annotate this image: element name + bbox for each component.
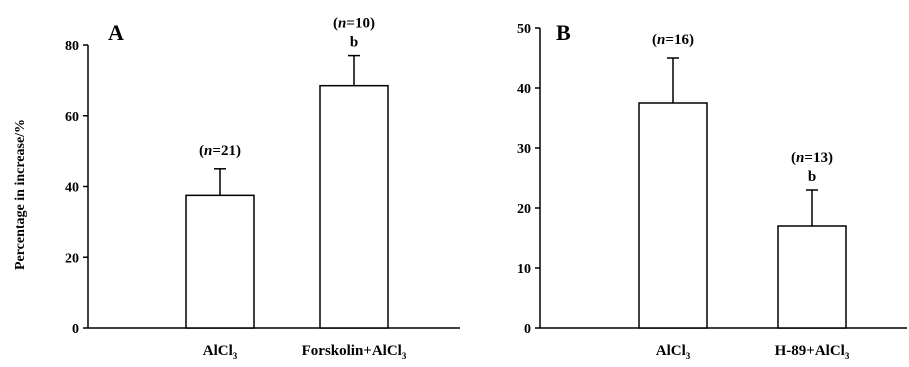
y-tick-label: 80 bbox=[65, 39, 79, 54]
panel-label: A bbox=[108, 20, 124, 45]
y-tick-label: 20 bbox=[65, 251, 79, 266]
significance-mark: b bbox=[350, 35, 358, 51]
y-tick-label: 30 bbox=[517, 142, 531, 157]
y-tick-label: 20 bbox=[517, 202, 531, 217]
x-category-label: Forskolin+AlCl3 bbox=[302, 343, 407, 361]
sample-size-label: (n=16) bbox=[652, 32, 694, 48]
y-axis-label: Percentage in increase/% bbox=[13, 119, 28, 270]
x-category-label: AlCl3 bbox=[203, 343, 238, 361]
bar bbox=[185, 194, 255, 329]
x-category-label: H-89+AlCl3 bbox=[775, 343, 850, 361]
y-tick-label: 40 bbox=[517, 82, 531, 97]
chart-panel-a: 0 20 40 60 80 A Percentage in increase/% (n=21)… bbox=[13, 16, 460, 361]
y-tick-label: 50 bbox=[517, 22, 531, 37]
bar bbox=[638, 102, 708, 329]
sample-size-label: (n=10) bbox=[333, 16, 375, 32]
y-tick-label: 10 bbox=[517, 262, 531, 277]
panel-label: B bbox=[556, 20, 571, 45]
sample-size-label: (n=13) bbox=[791, 150, 833, 166]
x-category-label: AlCl3 bbox=[656, 343, 691, 361]
y-tick-label: 60 bbox=[65, 110, 79, 125]
y-tick-label: 0 bbox=[72, 322, 79, 337]
bar bbox=[319, 84, 389, 329]
significance-mark: b bbox=[808, 169, 816, 185]
y-tick-label: 0 bbox=[524, 322, 531, 337]
chart-panel-b: 0 10 20 30 40 50 B (n=16) AlCl3 b (n=13) H-89+AlCl3 bbox=[517, 20, 907, 361]
y-tick-label: 40 bbox=[65, 181, 79, 196]
sample-size-label: (n=21) bbox=[199, 143, 241, 159]
bar bbox=[777, 225, 847, 329]
